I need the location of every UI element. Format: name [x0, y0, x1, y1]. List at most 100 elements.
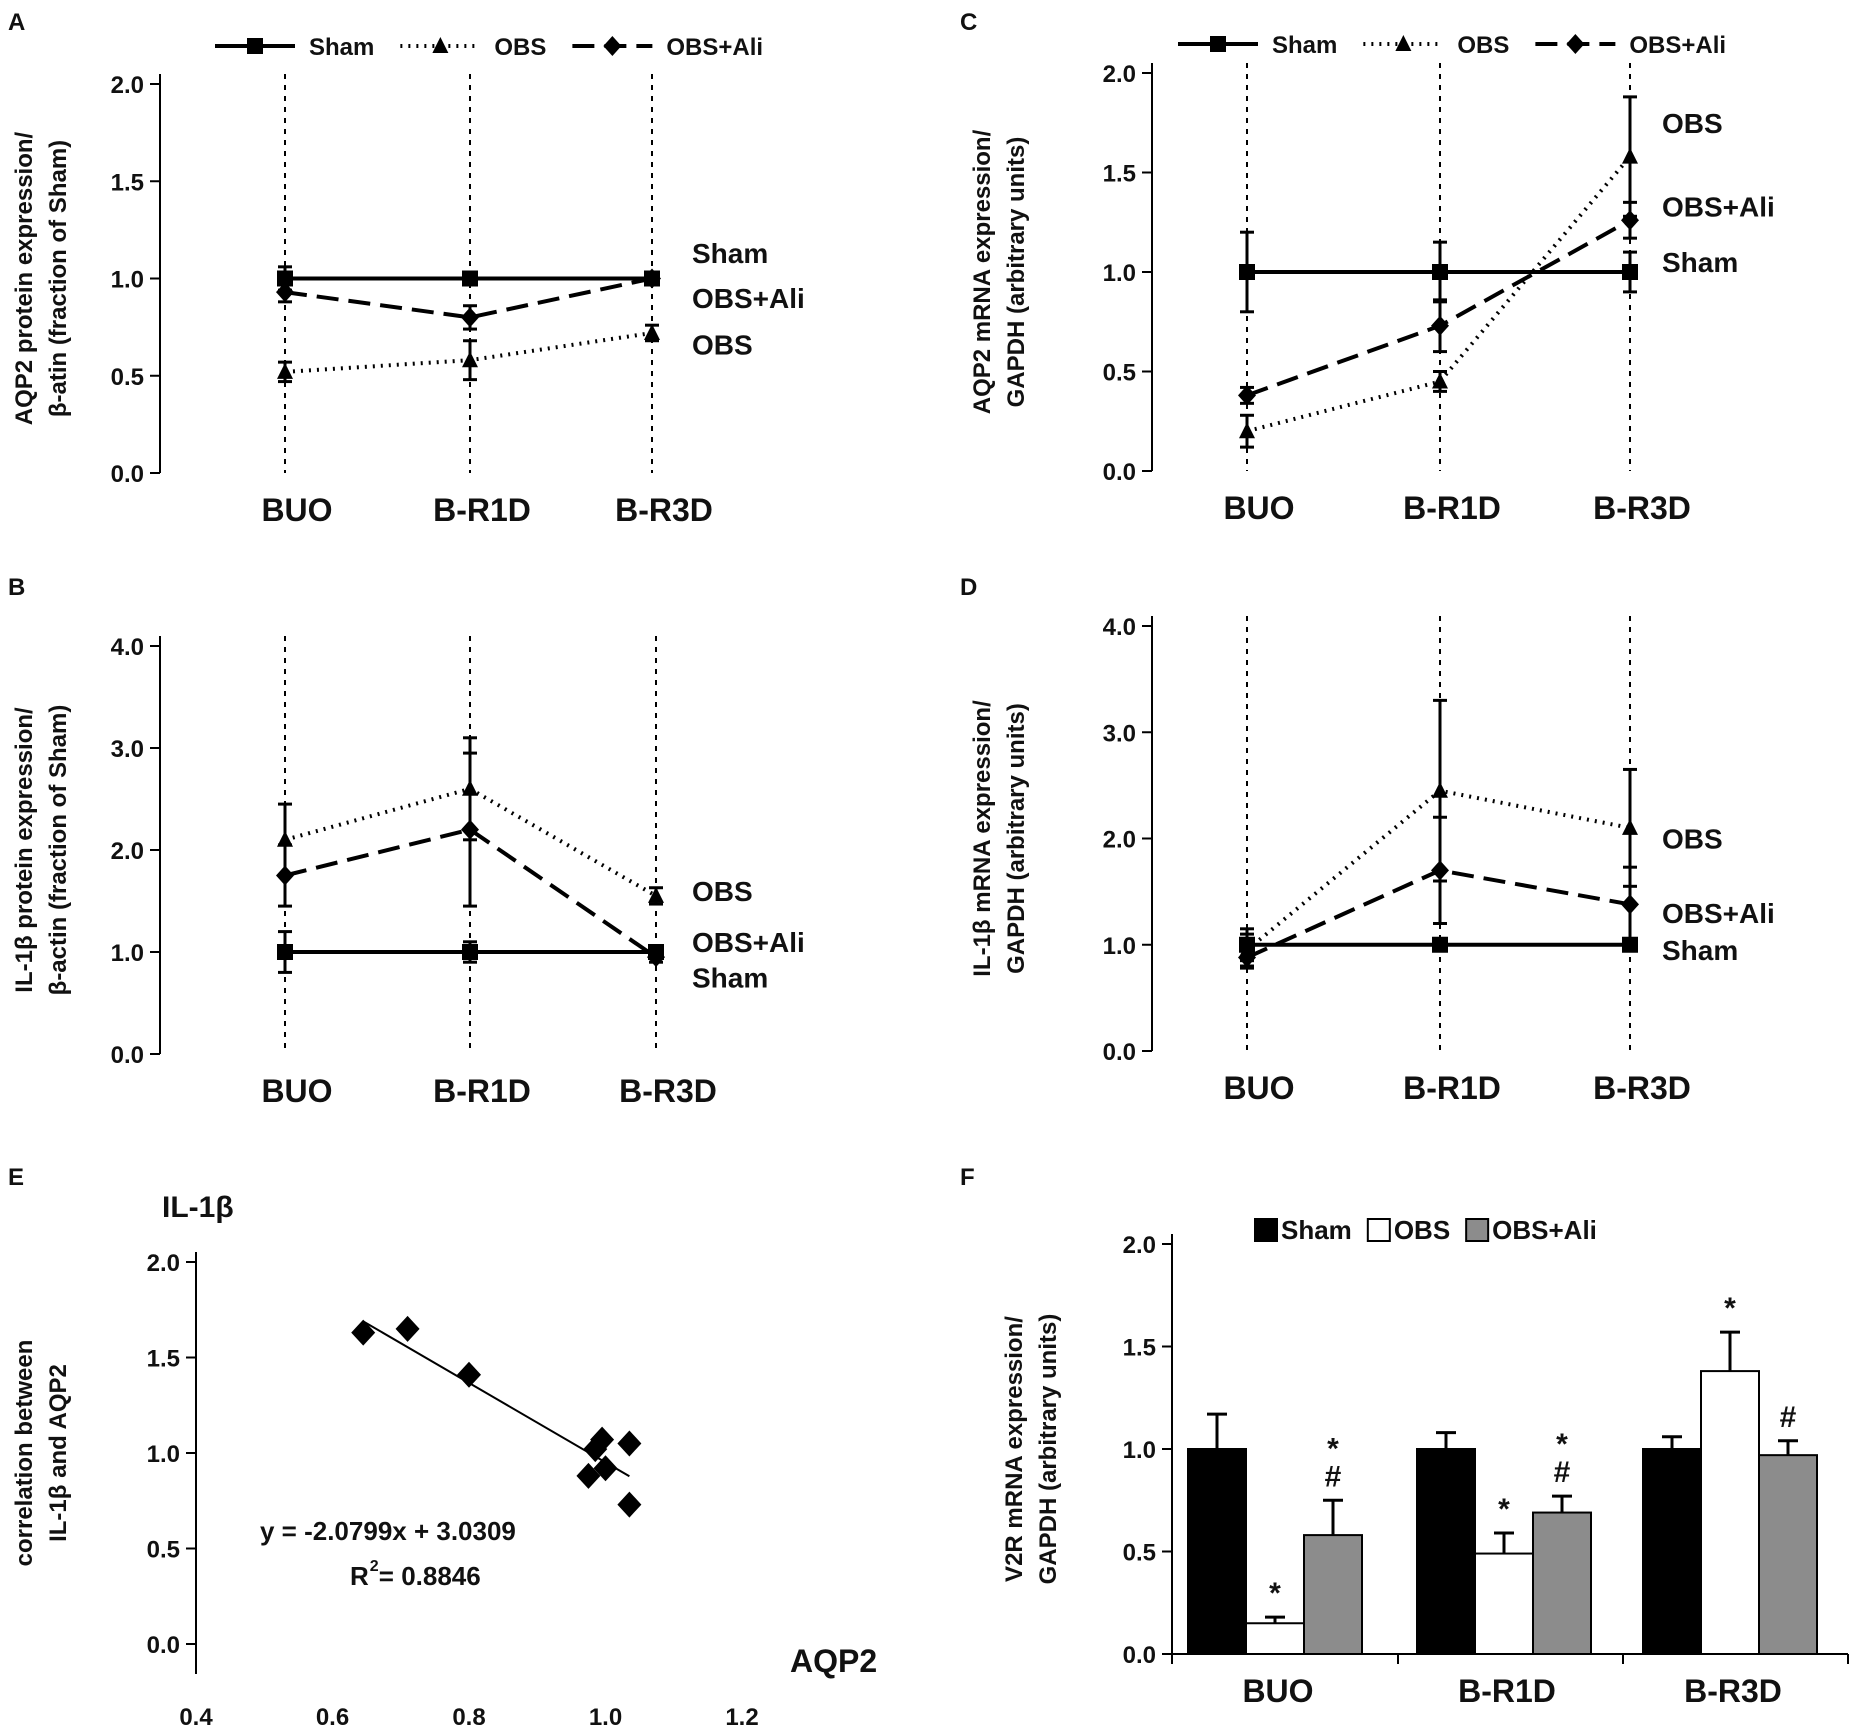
legend-label-obs: OBS [494, 34, 546, 61]
panel-letter-a: A [8, 9, 25, 36]
y-tick-label: 2.0 [111, 838, 144, 865]
data-point-obs+ali [276, 865, 294, 886]
data-point-obs [462, 351, 478, 368]
data-point-sham [462, 270, 478, 287]
y-tick-label: 0.0 [1103, 1039, 1136, 1066]
x-tick-label: 1.2 [725, 1704, 758, 1728]
significance-mark: * # [1554, 1428, 1571, 1489]
data-point-obs [648, 886, 664, 903]
x-tick-label: BUO [261, 492, 332, 528]
regression-equation: y = -2.0799x + 3.0309 [260, 1516, 516, 1546]
panel-letter-b: B [8, 574, 25, 601]
x-tick-label: B-R1D [433, 492, 531, 528]
data-point-sham [277, 944, 293, 960]
panel-letter-d: D [960, 574, 977, 601]
chart-title: IL-1β [162, 1191, 234, 1224]
scatter-point [617, 1430, 642, 1457]
data-point-sham [1432, 264, 1448, 280]
series-end-label: OBS+Ali [1662, 191, 1775, 222]
series-end-label: OBS+Ali [692, 283, 805, 314]
legend-marker-obs+ali [1566, 34, 1585, 54]
series-end-label: Sham [1662, 935, 1738, 966]
bar-obs+ali [1758, 1454, 1818, 1656]
panel-letter-f: F [960, 1164, 975, 1191]
y-tick-label: 2.0 [1103, 827, 1136, 854]
bar-obs [1700, 1370, 1760, 1655]
legend-label-obs+ali: OBS+Ali [666, 34, 763, 61]
legend-label-sham: Sham [1281, 1215, 1352, 1245]
y-tick-label: 1.0 [111, 267, 144, 294]
legend-label-sham: Sham [309, 34, 374, 61]
data-point-obs+ali [1621, 894, 1639, 915]
y-tick-label: 0.0 [111, 1042, 144, 1069]
y-axis-label: IL-1β and AQP2 [45, 1364, 72, 1542]
y-tick-label: 2.0 [1123, 1232, 1156, 1259]
data-point-obs+ali [1431, 315, 1449, 336]
x-tick-label: B-R3D [619, 1073, 717, 1109]
x-tick-label: 0.4 [179, 1704, 213, 1728]
bar-obs+ali [1532, 1511, 1592, 1656]
y-tick-label: 1.0 [1123, 1437, 1156, 1464]
x-tick-label: 0.8 [452, 1704, 485, 1728]
y-tick-label: 4.0 [111, 634, 144, 661]
x-tick-label: B-R3D [615, 492, 713, 528]
y-tick-label: 0.5 [147, 1537, 180, 1564]
significance-mark: * [1269, 1577, 1281, 1610]
data-point-obs+ali [1238, 385, 1256, 406]
significance-mark: * # [1325, 1432, 1342, 1493]
y-tick-label: 1.5 [111, 169, 144, 196]
panel-letter-c: C [960, 9, 977, 36]
y-axis-label: GAPDH (arbitrary units) [1035, 1314, 1062, 1585]
legend-label-obs+ali: OBS+Ali [1492, 1215, 1597, 1245]
scatter-point [617, 1491, 642, 1518]
legend-swatch-obs [1366, 1218, 1391, 1242]
significance-mark: * [1724, 1292, 1736, 1325]
bar-sham [1416, 1448, 1476, 1655]
data-point-obs [1432, 781, 1448, 798]
scatter-point [351, 1319, 376, 1346]
series-end-label: OBS [1662, 824, 1723, 855]
r-squared-superscript: 2 [370, 1558, 379, 1575]
x-tick-label: B-R3D [1593, 1070, 1691, 1106]
r-squared-value: = 0.8846 [379, 1561, 481, 1591]
series-end-label: OBS+Ali [1662, 898, 1775, 929]
x-axis-label: AQP2 [790, 1643, 877, 1679]
bar-obs [1474, 1552, 1534, 1656]
scatter-point [395, 1315, 420, 1342]
x-tick-label: BUO [1223, 1070, 1294, 1106]
y-tick-label: 1.0 [1103, 260, 1136, 287]
data-point-obs+ali [461, 819, 479, 840]
legend-swatch-obs+ali [1465, 1218, 1490, 1242]
y-axis-label: correlation between [11, 1340, 38, 1567]
y-axis-label: β-actin (fraction of Sham) [45, 705, 72, 996]
y-tick-label: 0.0 [1123, 1642, 1156, 1669]
y-tick-label: 0.0 [111, 461, 144, 488]
y-tick-label: 1.5 [1103, 161, 1136, 188]
data-point-obs [1432, 372, 1448, 389]
data-point-obs+ali [1431, 860, 1449, 881]
panel-e-chart: 0.0 0.5 1.0 1.5 2.0 0.4 0.6 0.8 1.0 1.2 IL-1β AQP2 c… [11, 1191, 877, 1728]
x-tick-label: BUO [261, 1073, 332, 1109]
legend-label-obs: OBS [1457, 32, 1509, 59]
x-tick-label: 0.6 [316, 1704, 349, 1728]
bar-sham [1642, 1448, 1702, 1655]
series-line-obs+ali [284, 827, 658, 959]
panel-b-chart: 0.0 1.0 2.0 3.0 4.0 BUO B-R1D B-R3D IL-1β protei… [11, 634, 805, 1109]
panel-letter-e: E [8, 1164, 24, 1191]
y-tick-label: 0.5 [111, 364, 144, 391]
x-tick-label: B-R1D [1458, 1673, 1556, 1709]
bar-obs+ali [1303, 1534, 1363, 1655]
y-axis-label: V2R mRNA expression/ [1001, 1316, 1028, 1582]
data-point-obs [277, 830, 293, 847]
x-tick-label: B-R3D [1593, 490, 1691, 526]
y-tick-label: 1.0 [147, 1441, 180, 1468]
panel-d-chart: 0.0 1.0 2.0 3.0 4.0 BUO B-R1D B-R3D IL-1β mRNA e… [969, 614, 1775, 1106]
bar-sham [1187, 1448, 1247, 1655]
y-tick-label: 1.0 [111, 940, 144, 967]
significance-mark: # [1780, 1401, 1797, 1434]
legend-label-sham: Sham [1272, 32, 1337, 59]
data-point-sham [462, 944, 478, 960]
y-tick-label: 1.5 [147, 1346, 180, 1373]
data-point-obs [644, 323, 660, 340]
